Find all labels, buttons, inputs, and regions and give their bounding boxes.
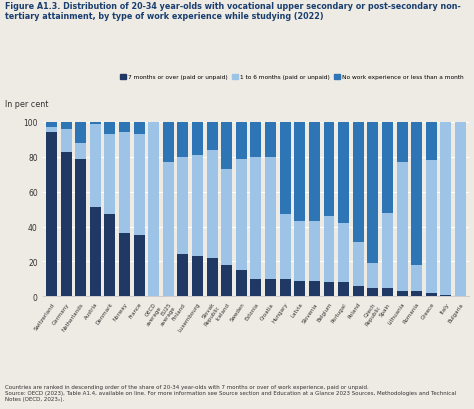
Bar <box>338 223 349 283</box>
Bar <box>134 135 145 236</box>
Bar <box>134 123 145 135</box>
Bar <box>177 123 188 157</box>
Bar <box>338 123 349 223</box>
Bar <box>426 293 437 297</box>
Bar <box>324 216 335 283</box>
Bar <box>75 123 86 144</box>
Bar <box>411 123 422 265</box>
Bar <box>221 123 232 170</box>
Bar <box>236 159 247 270</box>
Bar <box>61 123 72 130</box>
Bar <box>134 236 145 297</box>
Bar <box>119 133 130 234</box>
Bar <box>192 123 203 156</box>
Bar <box>382 288 393 297</box>
Bar <box>397 123 408 163</box>
Bar <box>367 123 378 263</box>
Bar <box>382 123 393 213</box>
Bar <box>411 265 422 291</box>
Bar <box>265 279 276 297</box>
Bar <box>426 161 437 293</box>
Bar <box>353 243 364 286</box>
Bar <box>367 263 378 288</box>
Bar <box>221 170 232 265</box>
Bar <box>455 123 466 297</box>
Bar <box>119 234 130 297</box>
Bar <box>177 157 188 255</box>
Bar <box>265 157 276 279</box>
Bar <box>367 288 378 297</box>
Bar <box>397 163 408 291</box>
Text: Countries are ranked in descending order of the share of 20-34 year-olds with 7 : Countries are ranked in descending order… <box>5 384 456 401</box>
Bar <box>236 123 247 159</box>
Bar <box>104 215 115 297</box>
Bar <box>250 279 262 297</box>
Legend: 7 months or over (paid or unpaid), 1 to 6 months (paid or unpaid), No work exper: 7 months or over (paid or unpaid), 1 to … <box>118 72 466 83</box>
Bar <box>294 222 305 281</box>
Bar <box>46 128 57 133</box>
Bar <box>294 281 305 297</box>
Bar <box>411 291 422 297</box>
Bar <box>265 123 276 157</box>
Bar <box>61 130 72 152</box>
Bar <box>382 213 393 288</box>
Bar <box>163 123 174 163</box>
Bar <box>294 123 305 222</box>
Bar <box>119 123 130 133</box>
Bar <box>426 123 437 161</box>
Bar <box>46 133 57 297</box>
Text: In per cent: In per cent <box>5 100 48 109</box>
Bar <box>236 270 247 297</box>
Bar <box>90 208 101 297</box>
Text: Figure A1.3. Distribution of 20-34 year-olds with vocational upper secondary or : Figure A1.3. Distribution of 20-34 year-… <box>5 2 460 21</box>
Bar <box>90 124 101 208</box>
Bar <box>324 283 335 297</box>
Bar <box>353 286 364 297</box>
Bar <box>309 123 320 222</box>
Bar <box>148 123 159 297</box>
Bar <box>207 151 218 258</box>
Bar <box>338 283 349 297</box>
Bar <box>104 135 115 215</box>
Bar <box>163 163 174 297</box>
Bar <box>207 258 218 297</box>
Bar <box>280 123 291 215</box>
Bar <box>75 144 86 159</box>
Bar <box>397 291 408 297</box>
Bar <box>353 123 364 243</box>
Bar <box>177 255 188 297</box>
Bar <box>90 123 101 124</box>
Bar <box>280 279 291 297</box>
Bar <box>309 281 320 297</box>
Bar <box>207 123 218 151</box>
Bar <box>280 215 291 279</box>
Bar <box>192 156 203 256</box>
Bar <box>250 157 262 279</box>
Bar <box>324 123 335 216</box>
Bar <box>309 222 320 281</box>
Bar <box>61 152 72 297</box>
Bar <box>192 256 203 297</box>
Bar <box>75 159 86 297</box>
Bar <box>221 265 232 297</box>
Bar <box>104 123 115 135</box>
Bar <box>440 295 451 297</box>
Bar <box>250 123 262 157</box>
Bar <box>440 123 451 295</box>
Bar <box>46 123 57 128</box>
